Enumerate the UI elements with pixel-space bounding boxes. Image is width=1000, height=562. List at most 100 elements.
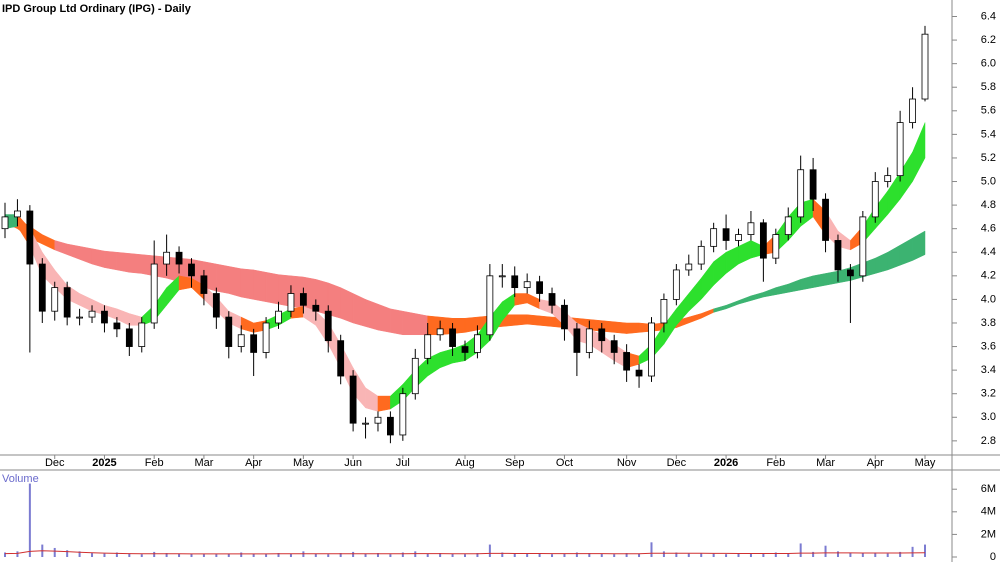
- ma-ribbon: [166, 275, 180, 307]
- volume-bar: [190, 553, 193, 557]
- ma-ribbon: [390, 308, 404, 336]
- ma-ribbon: [365, 387, 379, 412]
- volume-bar: [749, 553, 752, 557]
- volume-bar: [103, 553, 106, 557]
- ma-ribbon: [738, 240, 752, 265]
- x-tick-label: Jun: [344, 457, 362, 469]
- candle-body: [548, 293, 556, 306]
- ma-ribbon: [912, 230, 926, 261]
- candle-body: [163, 251, 171, 265]
- volume-bar: [911, 546, 914, 557]
- volume-bar: [836, 551, 839, 557]
- x-tick-label: May: [915, 457, 936, 469]
- ma-ribbon: [42, 234, 55, 251]
- volume-tick-label: 2M: [981, 528, 996, 540]
- ma-ribbon: [539, 315, 553, 327]
- ma-ribbon: [415, 313, 428, 336]
- candle-body: [312, 304, 320, 312]
- candle-body: [349, 375, 357, 424]
- candle-body: [685, 263, 693, 271]
- volume-bar: [153, 551, 156, 557]
- ma-ribbon: [725, 245, 739, 274]
- ma-ribbon: [738, 295, 752, 305]
- ma-ribbon: [79, 246, 93, 265]
- ma-ribbon: [265, 271, 279, 305]
- ma-ribbon: [875, 251, 888, 274]
- candle-body: [710, 228, 718, 247]
- candle-body: [212, 293, 220, 318]
- ma-ribbon: [787, 279, 801, 293]
- ma-ribbon: [340, 287, 354, 324]
- candle-body: [275, 310, 282, 324]
- y-tick-label: 5.2: [981, 152, 996, 164]
- candle-body: [797, 169, 805, 218]
- candle-body: [585, 328, 593, 353]
- volume-bar: [526, 553, 529, 557]
- x-tick-label: Dec: [45, 457, 65, 469]
- candle-body: [809, 169, 817, 200]
- candle-body: [225, 316, 233, 347]
- volume-bar: [439, 553, 442, 557]
- ma-ribbon: [688, 277, 702, 312]
- candle-body: [697, 245, 705, 265]
- volume-bar: [687, 553, 690, 557]
- volume-bar: [4, 552, 6, 557]
- ma-ribbon: [178, 275, 192, 291]
- candle-body: [51, 287, 59, 312]
- ma-ribbon: [439, 348, 453, 369]
- candle-body: [834, 240, 842, 271]
- volume-bar: [476, 553, 479, 557]
- candle-body: [884, 175, 892, 182]
- x-tick-label: Dec: [667, 457, 687, 469]
- candle-body: [175, 251, 183, 265]
- volume-bar: [774, 552, 777, 557]
- volume-bar: [16, 551, 19, 557]
- volume-bar: [625, 553, 628, 557]
- candle-body: [150, 263, 158, 324]
- volume-bar: [78, 551, 81, 557]
- y-tick-label: 3.2: [981, 388, 996, 400]
- x-tick-label: Apr: [867, 457, 884, 469]
- candle-body: [374, 416, 382, 424]
- volume-bar: [314, 553, 317, 557]
- ma-ribbon: [526, 293, 540, 310]
- candle-body: [561, 304, 568, 330]
- volume-bar: [563, 553, 566, 557]
- chart-title: IPD Group Ltd Ordinary (IPG) - Daily: [2, 3, 192, 15]
- volume-bar: [115, 552, 118, 557]
- volume-bar: [588, 553, 591, 557]
- candle-body: [735, 234, 742, 241]
- volume-bar: [886, 553, 889, 557]
- volume-bar: [464, 554, 466, 557]
- candle-body: [722, 228, 730, 241]
- ma-ribbon: [825, 270, 839, 286]
- ma-ribbon: [800, 275, 814, 291]
- volume-bar: [240, 552, 243, 557]
- ma-ribbon: [129, 253, 143, 274]
- volume-bar: [861, 553, 864, 557]
- volume-bar: [662, 551, 665, 557]
- volume-bar: [874, 552, 877, 557]
- ma-ribbon: [228, 266, 242, 298]
- volume-bar: [488, 544, 491, 557]
- volume-bar: [849, 552, 852, 557]
- candle-body: [125, 328, 133, 347]
- candle-body: [411, 357, 419, 395]
- volume-label: Volume: [2, 473, 39, 485]
- x-tick-label: Mar: [194, 457, 213, 469]
- candle-body: [324, 310, 332, 342]
- volume-bar: [401, 552, 404, 557]
- ma-ribbon: [887, 244, 901, 271]
- candle-body: [399, 393, 407, 436]
- volume-bar: [762, 553, 765, 557]
- y-tick-label: 4.2: [981, 270, 996, 282]
- candle-body: [536, 281, 543, 294]
- volume-bar: [277, 553, 280, 557]
- volume-bar: [787, 553, 790, 557]
- y-tick-label: 4.6: [981, 223, 996, 235]
- volume-bar: [289, 553, 292, 557]
- y-tick-label: 3.4: [981, 364, 996, 376]
- volume-bar: [327, 554, 330, 557]
- candle-body: [623, 352, 631, 371]
- candle-body: [896, 122, 904, 177]
